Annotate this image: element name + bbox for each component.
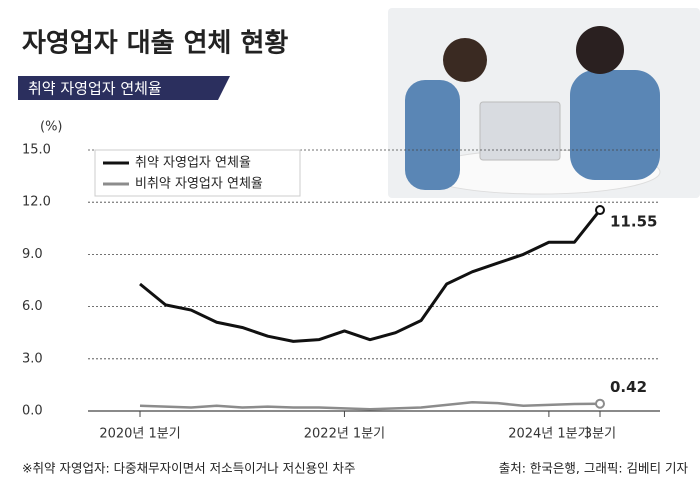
photo-illustration bbox=[388, 8, 700, 198]
y-tick-label: 6.0 bbox=[22, 299, 43, 314]
series-line bbox=[139, 401, 601, 411]
end-marker bbox=[595, 398, 605, 409]
source: 출처: 한국은행, 그래픽: 김베티 기자 bbox=[499, 461, 689, 476]
x-tick-label: 2020년 1분기 bbox=[99, 427, 180, 442]
chart-subtitle: 취약 자영업자 연체율 bbox=[28, 80, 162, 98]
end-marker bbox=[595, 205, 605, 216]
x-tick-label: 2024년 1분기 bbox=[508, 427, 589, 442]
x-tick-label: 3분기 bbox=[584, 427, 616, 442]
legend-label: 비취약 자영업자 연체율 bbox=[135, 177, 263, 192]
y-tick-label: 3.0 bbox=[22, 351, 43, 366]
footnote: ※취약 자영업자: 다중채무자이면서 저소득이거나 저신용인 차주 bbox=[22, 461, 356, 476]
value-label: 11.55 bbox=[610, 213, 657, 231]
series-line bbox=[139, 209, 602, 343]
y-tick-label: 0.0 bbox=[22, 404, 43, 419]
x-tick-label: 2022년 1분기 bbox=[304, 427, 385, 442]
legend-label: 취약 자영업자 연체율 bbox=[135, 156, 251, 171]
legend-box bbox=[94, 149, 301, 197]
subtitle-box bbox=[18, 76, 230, 100]
y-tick-label: 12.0 bbox=[22, 195, 51, 210]
value-label: 0.42 bbox=[610, 378, 647, 396]
y-unit: (%) bbox=[40, 120, 63, 135]
y-tick-label: 15.0 bbox=[22, 143, 51, 158]
y-tick-label: 9.0 bbox=[22, 247, 43, 262]
chart-title: 자영업자 대출 연체 현황 bbox=[22, 29, 288, 59]
